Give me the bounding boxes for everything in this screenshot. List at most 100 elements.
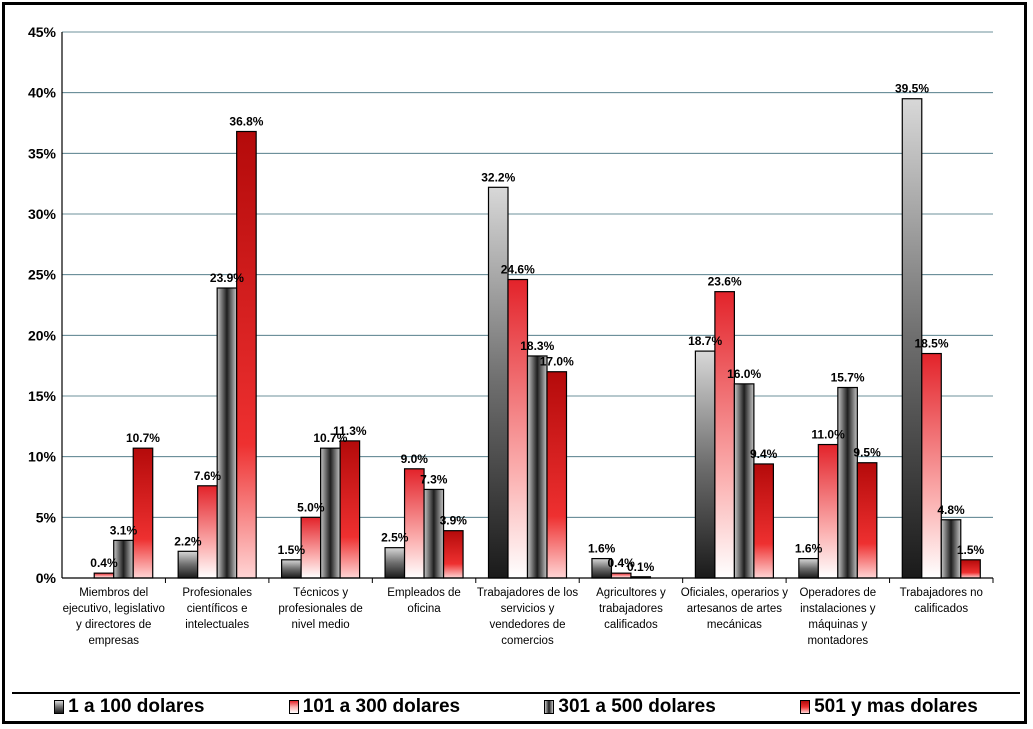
category-label: Operadores de [799, 587, 876, 599]
category-label: instalaciones y [800, 603, 876, 615]
data-label: 2.2% [174, 534, 202, 548]
y-tick-label: 10% [28, 449, 57, 465]
bar-2 [817, 443, 839, 579]
data-label: 1.5% [957, 543, 985, 557]
bar-4 [339, 440, 361, 579]
category-label: oficina [407, 603, 441, 615]
y-tick-label: 30% [28, 206, 57, 222]
legend-swatch [54, 700, 65, 714]
bar-4 [753, 463, 774, 579]
bar-2 [93, 572, 115, 579]
category-label: Trabajadores de los [477, 587, 578, 599]
bar-3 [837, 386, 858, 579]
data-label: 11.3% [333, 424, 367, 438]
category-label: máquinas y [808, 619, 867, 631]
category-label: científicos e [187, 603, 248, 615]
data-label: 7.6% [194, 469, 222, 483]
legend-item: 501 y mas dolares [800, 696, 978, 718]
category-label: calificados [604, 619, 658, 631]
data-label: 24.6% [501, 263, 535, 277]
bar-4 [546, 371, 568, 579]
category-label: Empleados de [387, 587, 461, 599]
legend-label: 101 a 300 dolares [302, 696, 461, 717]
data-label: 1.5% [278, 543, 306, 557]
legend-item: 101 a 300 dolares [288, 696, 461, 718]
y-tick-label: 40% [28, 85, 57, 101]
data-labels: 0.4% 3.1% 10.7% 2.2% 7.6% 23.9% 36.8% 1.5% 5.0% 1… [90, 82, 984, 574]
data-label: 1.6% [588, 542, 616, 556]
category-label: montadores [807, 635, 868, 647]
data-label: 15.7% [831, 371, 865, 385]
y-tick-label: 5% [36, 509, 57, 525]
bar-4 [236, 130, 257, 579]
category-label: Oficiales, operarios y [681, 587, 789, 599]
data-label: 5.0% [297, 500, 325, 514]
data-label: 9.5% [853, 446, 881, 460]
category-label: servicios y [501, 603, 555, 615]
bar-4 [442, 530, 464, 579]
bar-4 [132, 447, 154, 579]
data-label: 1.6% [795, 542, 823, 556]
data-label: 23.9% [210, 271, 244, 285]
category-label: empresas [88, 635, 139, 647]
data-label: 3.1% [110, 523, 138, 537]
category-label: vendedores de [489, 619, 565, 631]
bar-3 [526, 355, 548, 579]
legend-item: 1 a 100 dolares [54, 696, 204, 718]
category-label: y directores de [76, 619, 151, 631]
bars [93, 98, 981, 579]
y-tick-label: 35% [28, 145, 57, 161]
category-label: Profesionales [182, 587, 252, 599]
data-label: 11.0% [811, 428, 845, 442]
data-label: 18.3% [520, 339, 554, 353]
bar-2 [610, 572, 632, 579]
bar-3 [733, 383, 755, 579]
legend: 1 a 100 dolares 101 a 300 dolares 301 a 50… [12, 692, 1020, 720]
legend-label: 1 a 100 dolares [68, 696, 205, 717]
category-label: Trabajadores no [900, 587, 983, 599]
bar-1 [177, 550, 199, 579]
data-label: 18.7% [688, 334, 722, 348]
bar-3 [216, 287, 238, 579]
category-label: nivel medio [292, 619, 350, 631]
legend-swatch [800, 700, 811, 714]
bar-4 [960, 559, 981, 579]
y-tick-label: 25% [28, 267, 57, 283]
category-label: Agricultores y [596, 587, 666, 599]
bar-1 [798, 557, 819, 579]
category-label: intelectuales [185, 619, 249, 631]
category-label: ejecutivo, legislativo [63, 603, 165, 615]
data-label: 16.0% [727, 367, 761, 381]
data-label: 10.7% [313, 431, 347, 445]
legend-swatch [288, 700, 299, 714]
bar-2 [197, 485, 218, 579]
data-label: 17.0% [540, 355, 574, 369]
category-label: artesanos de artes [687, 603, 783, 615]
data-label: 4.8% [937, 503, 965, 517]
axes: 0% 5% 10% 15% 20% 25% 30% 35% 40% 45% Miembros del… [28, 24, 994, 647]
data-label: 2.5% [381, 531, 409, 545]
data-label: 32.2% [481, 170, 515, 184]
data-label: 9.4% [750, 447, 778, 461]
legend-label: 501 y mas dolares [814, 696, 978, 717]
bar-3 [423, 488, 445, 579]
bar-2 [507, 278, 529, 579]
data-label: 9.0% [401, 452, 429, 466]
legend-swatch [544, 700, 555, 714]
category-label: comercios [501, 635, 554, 647]
data-label: 0.4% [90, 556, 118, 570]
data-label: 10.7% [126, 431, 160, 445]
y-tick-label: 0% [36, 570, 57, 586]
bar-1 [281, 559, 302, 579]
bar-4 [856, 462, 878, 579]
bar-1 [487, 186, 509, 579]
data-label: 36.8% [229, 114, 263, 128]
legend-item: 301 a 500 dolares [544, 696, 716, 718]
data-label: 3.9% [440, 514, 468, 528]
bar-1 [384, 547, 406, 579]
legend-label: 301 a 500 dolares [558, 696, 716, 717]
data-label: 23.6% [708, 275, 742, 289]
data-label: 7.3% [420, 472, 448, 486]
y-tick-label: 45% [28, 24, 57, 40]
